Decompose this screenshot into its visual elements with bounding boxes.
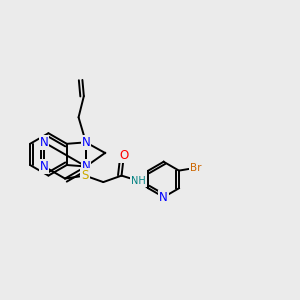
Text: N: N — [82, 160, 90, 173]
Text: N: N — [40, 136, 49, 149]
Text: O: O — [119, 149, 128, 162]
Text: S: S — [81, 169, 89, 182]
Text: N: N — [159, 190, 168, 204]
Text: Br: Br — [190, 163, 202, 173]
Text: N: N — [40, 160, 49, 173]
Text: NH: NH — [131, 176, 146, 186]
Text: N: N — [82, 136, 90, 149]
